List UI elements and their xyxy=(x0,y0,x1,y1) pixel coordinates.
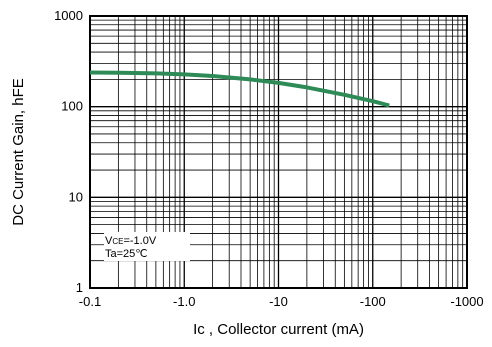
x-tick-label: -100 xyxy=(360,294,386,309)
y-axis-label: DC Current Gain, hFE xyxy=(10,78,27,226)
x-tick-label: -10 xyxy=(269,294,288,309)
x-axis-label-text: , Collector current (mA) xyxy=(205,321,364,338)
y-tick-label: 100 xyxy=(61,99,83,114)
y-tick-label: 10 xyxy=(69,189,83,204)
vce-condition: VCE=-1.0V xyxy=(105,235,157,247)
vce-symbol: V xyxy=(105,235,113,247)
hfe-curve xyxy=(89,70,390,108)
series-layer xyxy=(89,70,390,108)
x-axis-label: Ic , Collector current (mA) xyxy=(193,321,364,338)
x-tick-label: -0.1 xyxy=(79,294,101,309)
tick-labels: -0.1 -1.0 -10 -100 -1000 1 10 100 1000 xyxy=(54,8,484,309)
vce-subscript: CE xyxy=(112,237,123,246)
x-axis-label-symbol: Ic xyxy=(193,321,205,338)
plot-frame xyxy=(89,15,468,289)
vce-value: =-1.0V xyxy=(123,235,156,247)
condition-annotation: VCE=-1.0V Ta=25℃ xyxy=(104,232,190,261)
y-tick-label: 1000 xyxy=(54,8,83,23)
x-tick-label: -1000 xyxy=(450,294,483,309)
condition-box xyxy=(104,232,190,261)
y-tick-label: 1 xyxy=(76,280,83,295)
ta-condition: Ta=25℃ xyxy=(105,248,148,260)
x-tick-label: -1.0 xyxy=(173,294,195,309)
